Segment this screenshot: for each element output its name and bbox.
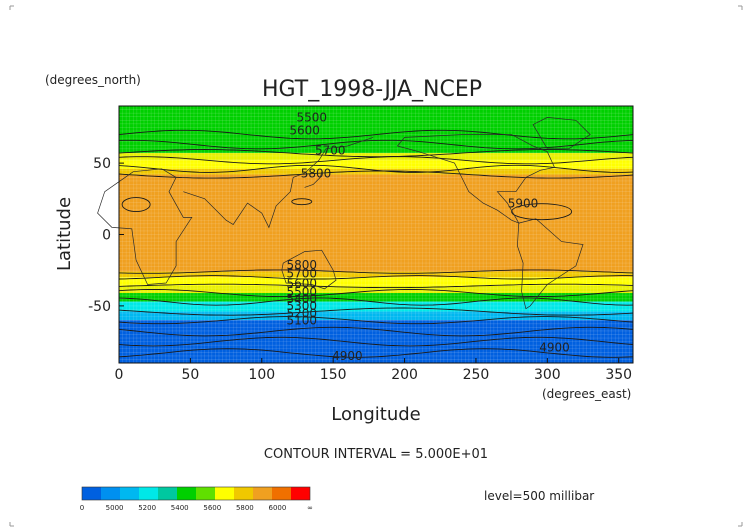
band-4 bbox=[119, 174, 633, 272]
colorbar-label-1: 5000 bbox=[106, 504, 124, 512]
contour-label-0: 5500 bbox=[296, 111, 327, 125]
coastline-6 bbox=[304, 171, 323, 188]
y-tick-label-1: 0 bbox=[102, 228, 111, 244]
y-tick-label-2: -50 bbox=[88, 299, 111, 315]
contour-label-13: 4900 bbox=[539, 341, 570, 355]
polar-contour-3 bbox=[118, 336, 634, 347]
contour-label-11: 5200 bbox=[286, 306, 317, 320]
coastline-0 bbox=[97, 168, 193, 285]
coastline-5 bbox=[532, 117, 591, 150]
polar-contour-1 bbox=[118, 139, 634, 150]
contour-label-14: 4900 bbox=[332, 349, 363, 363]
contour-line-0 bbox=[118, 149, 634, 158]
polar-contour-2 bbox=[118, 326, 634, 337]
x-axis: 0 50 100 150 200 250 300 350 bbox=[115, 358, 632, 383]
contour-line-5 bbox=[118, 275, 634, 280]
contour-label-2: 5700 bbox=[315, 144, 346, 158]
colorbar-swatch-2 bbox=[120, 487, 139, 500]
colorbar: 0 5000 5200 5400 5600 5800 6000 ∞ bbox=[80, 486, 313, 512]
band-10 bbox=[119, 311, 633, 321]
contour-line-2 bbox=[118, 164, 634, 173]
level-text: level=500 millibar bbox=[484, 489, 594, 503]
band-6 bbox=[119, 277, 633, 286]
contour-line-9 bbox=[118, 307, 634, 316]
colorbar-swatch-5 bbox=[177, 487, 196, 500]
x-tick-label-2: 100 bbox=[248, 367, 275, 383]
colorbar-swatch-7 bbox=[215, 487, 234, 500]
contour-label-8: 5500 bbox=[286, 285, 317, 299]
polar-contour-4 bbox=[118, 348, 634, 358]
contour-label-3: 5800 bbox=[301, 166, 332, 180]
x-tick-label-3: 150 bbox=[320, 367, 347, 383]
contour-label-6: 5700 bbox=[286, 266, 317, 280]
contour-interval-text: CONTOUR INTERVAL = 5.000E+01 bbox=[264, 447, 488, 462]
colorbar-swatch-8 bbox=[234, 487, 253, 500]
colorbar-swatch-1 bbox=[101, 487, 120, 500]
colorbar-frame bbox=[81, 486, 311, 501]
band-11 bbox=[119, 320, 633, 363]
contour-label-10: 5300 bbox=[286, 299, 317, 313]
colorbar-swatch-11 bbox=[291, 487, 310, 500]
contour-line-3 bbox=[118, 170, 634, 179]
x-axis-label: Longitude bbox=[331, 404, 421, 425]
coastline-1 bbox=[183, 137, 374, 229]
y-units-label: (degrees_north) bbox=[45, 73, 141, 87]
colorbar-swatch-0 bbox=[82, 487, 101, 500]
band-2 bbox=[119, 160, 633, 169]
closed-contour-2 bbox=[511, 203, 573, 221]
contour-lines bbox=[118, 129, 634, 358]
x-tick-label-4: 200 bbox=[391, 367, 418, 383]
colorbar-label-3: 5400 bbox=[171, 504, 189, 512]
contour-line-10 bbox=[118, 316, 634, 325]
x-tick-label-0: 0 bbox=[115, 367, 124, 383]
band-3 bbox=[119, 168, 633, 175]
y-axis: 50 0 -50 bbox=[88, 156, 124, 315]
coastline-3 bbox=[517, 218, 584, 310]
x-tick-label-7: 350 bbox=[605, 367, 632, 383]
contour-label-12: 5100 bbox=[286, 313, 317, 327]
colorbar-label-6: 6000 bbox=[269, 504, 287, 512]
contour-label-7: 5600 bbox=[286, 276, 317, 290]
colorbar-label-5: 5800 bbox=[236, 504, 254, 512]
band-9 bbox=[119, 301, 633, 312]
chart-title: HGT_1998-JJA_NCEP bbox=[262, 77, 482, 102]
colorbar-label-0: 0 bbox=[80, 504, 84, 512]
x-tick-label-6: 300 bbox=[534, 367, 561, 383]
contour-line-4 bbox=[118, 269, 634, 274]
closed-contour-1 bbox=[291, 198, 313, 206]
y-axis-label: Latitude bbox=[54, 197, 75, 271]
contour-line-7 bbox=[118, 289, 634, 298]
polar-contour-0 bbox=[118, 129, 634, 140]
colorbar-label-4: 5600 bbox=[203, 504, 221, 512]
contour-line-1 bbox=[118, 156, 634, 165]
coastlines bbox=[97, 117, 591, 310]
corner-marks bbox=[9, 5, 743, 527]
contour-label-4: 5900 bbox=[508, 196, 539, 210]
colorbar-swatch-3 bbox=[139, 487, 158, 500]
coastline-2 bbox=[281, 249, 337, 290]
plot-area: 5500560057005800590058005700560055005400… bbox=[97, 105, 634, 364]
x-tick-label-1: 50 bbox=[181, 367, 199, 383]
band-7 bbox=[119, 285, 633, 294]
band-5 bbox=[119, 271, 633, 278]
x-tick-label-5: 250 bbox=[463, 367, 490, 383]
colorbar-label-7: ∞ bbox=[307, 504, 313, 512]
y-tick-label-0: 50 bbox=[93, 156, 111, 172]
contour-line-8 bbox=[118, 297, 634, 306]
colorbar-swatch-9 bbox=[253, 487, 272, 500]
x-units-label: (degrees_east) bbox=[542, 387, 631, 401]
colorbar-swatch-4 bbox=[158, 487, 177, 500]
colorbar-label-2: 5200 bbox=[138, 504, 156, 512]
coastline-4 bbox=[397, 134, 556, 224]
contour-label-1: 5600 bbox=[289, 124, 320, 138]
colorbar-swatch-6 bbox=[196, 487, 215, 500]
band-8 bbox=[119, 293, 633, 302]
contour-label-5: 5800 bbox=[286, 258, 317, 272]
closed-contour-3 bbox=[121, 197, 151, 212]
contour-label-9: 5400 bbox=[286, 292, 317, 306]
colorbar-swatch-10 bbox=[272, 487, 291, 500]
